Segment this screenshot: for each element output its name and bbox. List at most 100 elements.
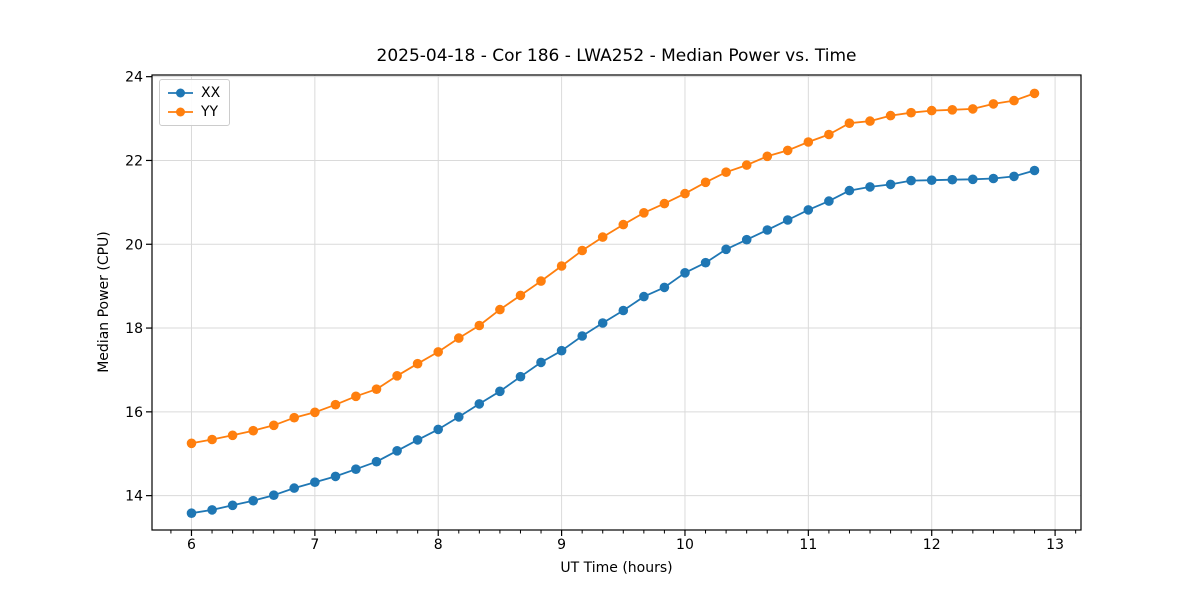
data-point-marker-yy bbox=[330, 399, 341, 410]
data-point-marker-xx bbox=[597, 318, 608, 328]
data-point-marker-yy bbox=[454, 333, 464, 343]
data-point-marker-xx bbox=[885, 179, 896, 190]
data-point-marker-yy bbox=[495, 304, 505, 315]
data-point-marker-yy bbox=[741, 160, 752, 170]
data-point-marker-xx bbox=[269, 490, 279, 501]
data-point-marker-xx bbox=[844, 185, 855, 196]
data-point-marker-yy bbox=[803, 137, 814, 147]
legend-line-marker-swatch bbox=[168, 107, 193, 117]
data-point-marker-xx bbox=[1009, 171, 1019, 182]
data-point-marker-yy bbox=[597, 232, 608, 242]
y-tick-label: 24 bbox=[125, 70, 143, 86]
x-tick-label: 13 bbox=[1046, 537, 1064, 553]
data-point-marker-yy bbox=[762, 151, 773, 162]
data-point-marker-yy bbox=[659, 198, 670, 209]
series-line-yy bbox=[191, 92, 1035, 445]
data-point-marker-yy bbox=[618, 219, 629, 230]
data-point-marker-yy bbox=[536, 276, 546, 286]
legend-item-xx: XX bbox=[167, 85, 220, 101]
data-point-marker-xx bbox=[454, 412, 464, 422]
x-tick-label: 12 bbox=[923, 537, 941, 553]
x-tick-label: 6 bbox=[187, 537, 196, 553]
data-point-marker-xx bbox=[536, 357, 546, 368]
data-point-marker-xx bbox=[248, 495, 258, 506]
data-point-marker-xx bbox=[474, 399, 485, 409]
data-point-marker-yy bbox=[639, 208, 649, 218]
y-axis-label: Median Power (CPU) bbox=[96, 231, 112, 373]
data-point-marker-yy bbox=[412, 358, 423, 369]
data-point-marker-yy bbox=[700, 177, 711, 188]
chart-title: 2025-04-18 - Cor 186 - LWA252 - Median P… bbox=[376, 46, 857, 66]
y-tick-label: 22 bbox=[125, 153, 143, 169]
data-point-marker-yy bbox=[1009, 95, 1019, 106]
data-point-marker-yy bbox=[1029, 88, 1040, 99]
data-point-marker-xx bbox=[227, 500, 238, 511]
data-point-marker-xx bbox=[926, 175, 937, 185]
data-point-marker-yy bbox=[782, 145, 793, 156]
data-point-marker-xx bbox=[495, 386, 505, 397]
data-point-marker-yy bbox=[824, 129, 834, 140]
series-line-xx bbox=[191, 169, 1035, 515]
data-point-marker-yy bbox=[433, 347, 444, 357]
data-point-marker-yy bbox=[988, 99, 999, 109]
x-tick-label: 11 bbox=[799, 537, 817, 553]
data-point-marker-xx bbox=[865, 182, 875, 192]
data-point-marker-xx bbox=[824, 196, 834, 206]
data-point-marker-xx bbox=[577, 331, 587, 341]
x-axis-label: UT Time (hours) bbox=[560, 560, 673, 576]
y-tick-label: 14 bbox=[125, 489, 143, 505]
data-point-marker-xx bbox=[351, 464, 361, 475]
data-point-marker-yy bbox=[515, 290, 526, 301]
data-point-marker-xx bbox=[741, 234, 752, 245]
data-point-marker-yy bbox=[227, 430, 238, 441]
data-point-marker-xx bbox=[639, 291, 649, 302]
data-point-marker-xx bbox=[782, 215, 793, 225]
data-point-marker-xx bbox=[289, 483, 300, 493]
data-point-marker-yy bbox=[968, 104, 978, 114]
data-point-marker-xx bbox=[433, 424, 444, 435]
x-tick-label: 7 bbox=[310, 537, 319, 553]
data-point-marker-xx bbox=[412, 435, 423, 445]
x-tick-label: 9 bbox=[557, 537, 566, 553]
data-point-marker-yy bbox=[885, 110, 896, 121]
data-point-marker-xx bbox=[310, 477, 320, 488]
data-point-marker-xx bbox=[515, 371, 526, 382]
legend: XX YY bbox=[159, 79, 231, 126]
data-point-marker-yy bbox=[556, 261, 567, 271]
data-point-marker-xx bbox=[968, 174, 978, 185]
x-tick-label: 8 bbox=[434, 537, 443, 553]
data-point-marker-yy bbox=[392, 371, 402, 381]
data-point-marker-xx bbox=[371, 456, 382, 467]
data-point-marker-xx bbox=[1029, 165, 1040, 176]
data-point-marker-yy bbox=[577, 245, 587, 256]
data-point-marker-xx bbox=[556, 345, 567, 356]
axes-spines bbox=[151, 74, 1082, 531]
data-point-marker-yy bbox=[947, 105, 958, 115]
data-point-marker-yy bbox=[844, 118, 855, 128]
data-point-marker-xx bbox=[186, 508, 197, 518]
legend-marker-icon bbox=[176, 88, 185, 98]
data-point-marker-xx bbox=[680, 268, 690, 278]
data-point-marker-yy bbox=[865, 116, 875, 126]
data-point-marker-yy bbox=[310, 407, 320, 418]
data-point-marker-xx bbox=[721, 244, 731, 255]
data-point-marker-yy bbox=[680, 188, 690, 199]
legend-label: YY bbox=[201, 104, 219, 120]
data-point-marker-yy bbox=[248, 425, 258, 436]
data-point-marker-xx bbox=[988, 173, 999, 184]
data-point-marker-xx bbox=[700, 257, 711, 268]
legend-label: XX bbox=[201, 85, 221, 101]
data-point-marker-xx bbox=[659, 282, 670, 293]
data-point-marker-xx bbox=[906, 175, 916, 186]
data-point-marker-xx bbox=[330, 471, 341, 482]
data-point-marker-xx bbox=[618, 305, 629, 316]
data-point-marker-xx bbox=[947, 174, 958, 185]
data-point-marker-xx bbox=[803, 205, 814, 215]
data-point-marker-yy bbox=[186, 438, 197, 449]
legend-item-yy: YY bbox=[167, 104, 220, 120]
y-tick-label: 20 bbox=[125, 237, 143, 253]
x-tick-label: 10 bbox=[676, 537, 694, 553]
data-point-marker-yy bbox=[269, 420, 279, 431]
